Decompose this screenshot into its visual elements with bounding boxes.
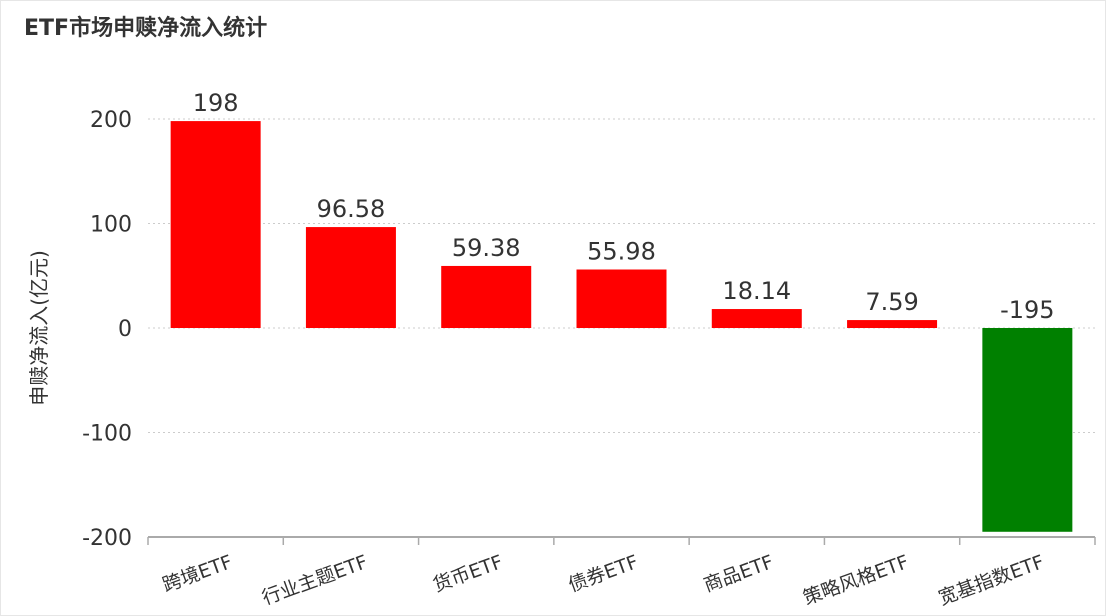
- bar: [711, 309, 802, 328]
- data-label: -195: [1000, 296, 1054, 324]
- bar: [305, 227, 396, 328]
- x-tick-label: 商品ETF: [701, 551, 777, 596]
- y-tick-label: 100: [90, 213, 132, 238]
- bar: [576, 269, 667, 328]
- bar: [982, 328, 1073, 532]
- x-tick-label: 货币ETF: [430, 551, 506, 596]
- data-label: 198: [193, 89, 239, 117]
- x-tick-label: 行业主题ETF: [259, 551, 370, 609]
- y-tick-label: -100: [82, 422, 132, 447]
- bar: [170, 121, 261, 328]
- data-label: 59.38: [452, 234, 521, 262]
- x-tick-label: 宽基指数ETF: [936, 551, 1047, 609]
- chart-title: ETF市场申赎净流入统计: [24, 16, 268, 41]
- y-tick-label: -200: [82, 526, 132, 551]
- bar: [441, 265, 532, 328]
- x-tick-label: 策略风格ETF: [800, 551, 911, 609]
- x-tick-label: 债券ETF: [566, 551, 642, 596]
- data-label: 55.98: [587, 238, 656, 266]
- y-axis-label: 申赎净流入(亿元): [27, 250, 51, 406]
- x-tick-label: 跨境ETF: [160, 551, 236, 596]
- bar: [847, 320, 938, 328]
- data-label: 96.58: [317, 195, 386, 223]
- data-label: 18.14: [722, 277, 791, 305]
- data-label: 7.59: [865, 288, 918, 316]
- y-tick-label: 0: [118, 317, 132, 342]
- y-tick-label: 200: [90, 108, 132, 133]
